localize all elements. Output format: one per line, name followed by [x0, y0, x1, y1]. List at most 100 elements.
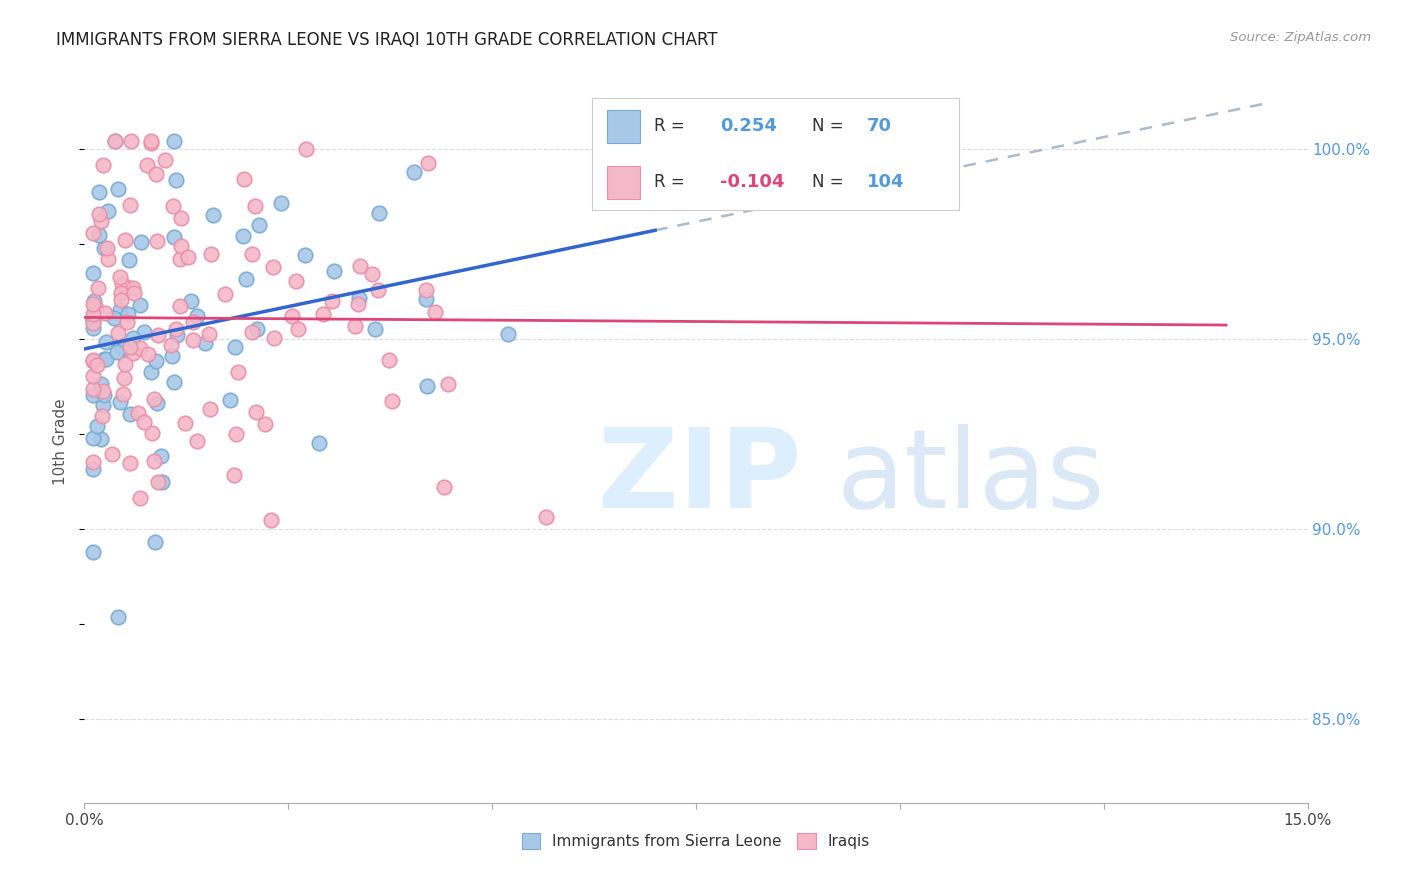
- Point: [82, 321, 104, 335]
- Point: [93, 306, 115, 320]
- Point: [90, 432, 112, 446]
- Point: [108, 303, 131, 318]
- Point: [360, 267, 382, 281]
- Point: [82, 310, 104, 325]
- Point: [110, 339, 132, 353]
- Point: [322, 263, 344, 277]
- Point: [87, 281, 110, 295]
- Point: [129, 235, 152, 249]
- Point: [129, 341, 152, 355]
- Point: [82, 455, 104, 469]
- Point: [246, 322, 269, 336]
- Point: [880, 188, 903, 202]
- Point: [107, 182, 129, 196]
- Point: [145, 234, 167, 248]
- Point: [90, 214, 112, 228]
- Point: [132, 415, 155, 429]
- Point: [260, 513, 283, 527]
- Point: [534, 509, 557, 524]
- Point: [321, 294, 343, 309]
- Point: [367, 283, 389, 297]
- Point: [103, 311, 125, 326]
- Point: [117, 315, 139, 329]
- Point: [104, 134, 127, 148]
- Point: [349, 259, 371, 273]
- Point: [181, 333, 204, 347]
- Point: [240, 247, 263, 261]
- Point: [146, 475, 169, 489]
- Point: [181, 314, 204, 328]
- Point: [263, 331, 285, 345]
- Point: [83, 294, 105, 309]
- Point: [170, 239, 193, 253]
- Point: [87, 185, 110, 199]
- Point: [86, 418, 108, 433]
- Point: [235, 272, 257, 286]
- Point: [111, 342, 134, 356]
- Point: [222, 467, 245, 482]
- Point: [415, 283, 437, 297]
- Text: Source: ZipAtlas.com: Source: ZipAtlas.com: [1230, 31, 1371, 45]
- Legend: Immigrants from Sierra Leone, Iraqis: Immigrants from Sierra Leone, Iraqis: [515, 825, 877, 856]
- Point: [104, 134, 127, 148]
- Point: [91, 409, 114, 424]
- Point: [121, 330, 143, 344]
- Point: [112, 371, 135, 385]
- Point: [122, 285, 145, 300]
- Point: [117, 307, 139, 321]
- Point: [281, 310, 304, 324]
- Point: [148, 327, 170, 342]
- Point: [344, 319, 367, 334]
- Point: [128, 491, 150, 505]
- Point: [107, 610, 129, 624]
- Point: [437, 376, 460, 391]
- Point: [136, 158, 159, 172]
- Point: [247, 219, 270, 233]
- Point: [415, 292, 437, 306]
- Point: [110, 277, 132, 292]
- Point: [89, 228, 111, 243]
- Point: [114, 357, 136, 371]
- Point: [145, 167, 167, 181]
- Point: [165, 322, 187, 336]
- Point: [404, 165, 426, 179]
- Point: [186, 434, 208, 448]
- Point: [118, 253, 141, 268]
- Point: [253, 417, 276, 431]
- Point: [149, 450, 172, 464]
- Point: [146, 396, 169, 410]
- Point: [86, 358, 108, 372]
- Point: [368, 206, 391, 220]
- Point: [93, 351, 115, 366]
- Point: [347, 292, 370, 306]
- Point: [262, 260, 284, 275]
- Point: [160, 349, 183, 363]
- Point: [82, 461, 104, 475]
- Point: [150, 475, 173, 489]
- Point: [425, 304, 447, 318]
- Point: [93, 158, 115, 172]
- Point: [194, 336, 217, 351]
- Point: [202, 209, 225, 223]
- Point: [107, 326, 129, 340]
- Point: [94, 351, 117, 366]
- Point: [198, 402, 221, 417]
- Point: [214, 286, 236, 301]
- Point: [347, 296, 370, 310]
- Point: [141, 136, 163, 151]
- Point: [159, 338, 181, 352]
- Point: [96, 240, 118, 254]
- Point: [82, 266, 104, 280]
- Point: [170, 211, 193, 226]
- Point: [219, 392, 242, 407]
- Point: [378, 352, 401, 367]
- Point: [163, 229, 186, 244]
- Point: [162, 134, 184, 148]
- Point: [226, 365, 249, 379]
- Point: [101, 447, 124, 461]
- Point: [114, 233, 136, 247]
- Text: atlas: atlas: [837, 425, 1105, 531]
- Point: [294, 248, 316, 262]
- Point: [242, 325, 264, 339]
- Point: [416, 379, 439, 393]
